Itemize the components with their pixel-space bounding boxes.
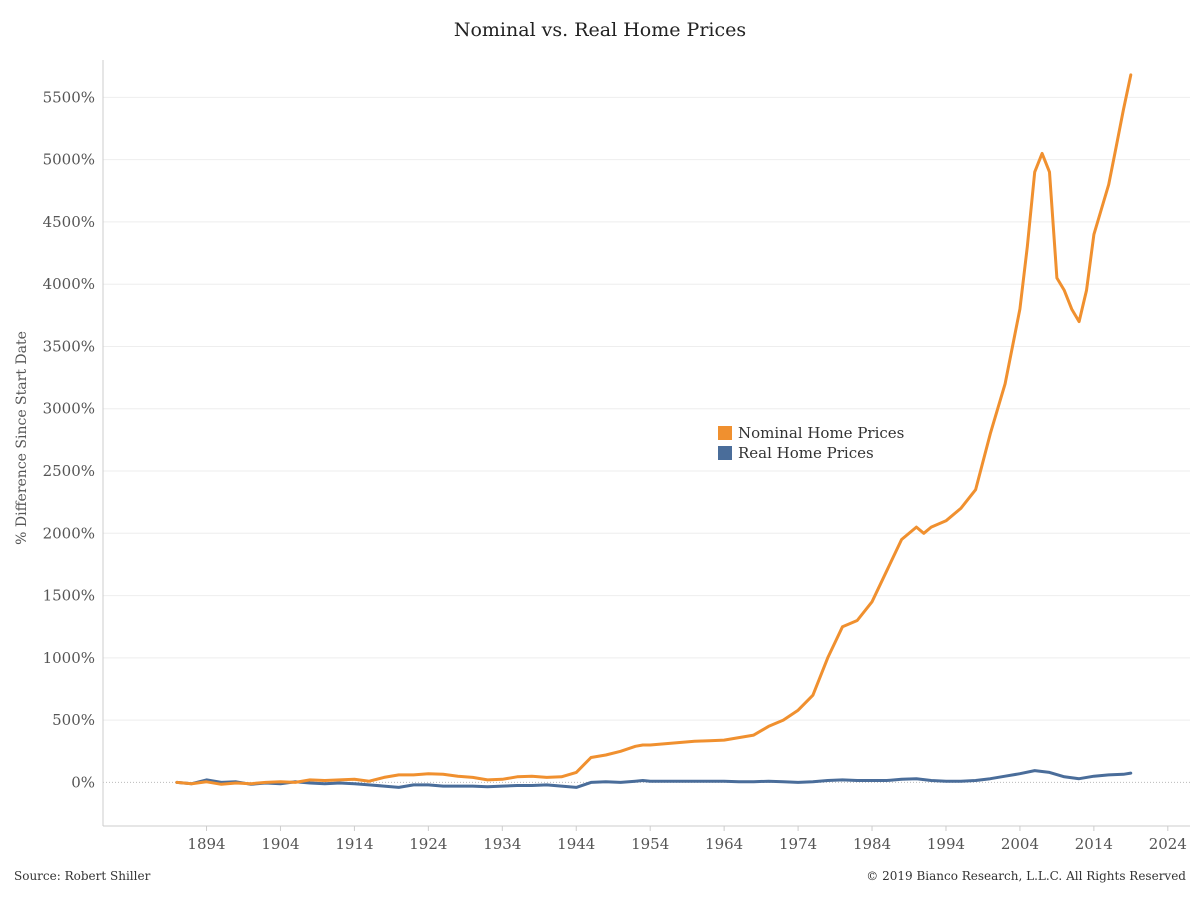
legend[interactable]: Nominal Home Prices Real Home Prices bbox=[718, 424, 904, 462]
series-lines bbox=[175, 73, 1133, 789]
y-tick-label: 3000% bbox=[43, 400, 95, 418]
x-tick-labels: 1894 1904 1914 1924 1934 1944 1954 1964 1974 1984… bbox=[187, 826, 1187, 853]
nominal-home-prices-line bbox=[175, 73, 1133, 786]
y-tick-label: 1500% bbox=[43, 587, 95, 605]
x-tick-label: 2004 bbox=[1001, 835, 1039, 853]
x-tick-label: 1984 bbox=[853, 835, 891, 853]
source-note: Source: Robert Shiller bbox=[14, 869, 151, 883]
legend-item-nominal-home-prices[interactable]: Nominal Home Prices bbox=[718, 424, 904, 442]
legend-label: Real Home Prices bbox=[738, 444, 874, 462]
x-tick-label: 1924 bbox=[409, 835, 447, 853]
x-tick-label: 1934 bbox=[483, 835, 521, 853]
copyright-note: © 2019 Bianco Research, L.L.C. All Right… bbox=[866, 869, 1186, 883]
y-tick-label: 2500% bbox=[43, 462, 95, 480]
chart-title: Nominal vs. Real Home Prices bbox=[454, 19, 746, 41]
x-tick-label: 1964 bbox=[705, 835, 743, 853]
y-axis-label: % Difference Since Start Date bbox=[14, 331, 30, 545]
y-tick-label: 1000% bbox=[43, 649, 95, 667]
gridlines bbox=[103, 96, 1190, 783]
y-tick-label: 3500% bbox=[43, 337, 95, 355]
y-tick-labels: 0% 500% 1000% 1500% 2000% 2500% 3000% 3500% 4000… bbox=[43, 88, 95, 791]
legend-swatch bbox=[718, 446, 732, 460]
legend-label: Nominal Home Prices bbox=[738, 424, 904, 442]
axes bbox=[102, 60, 1190, 827]
legend-item-real-home-prices[interactable]: Real Home Prices bbox=[718, 444, 874, 462]
x-tick-label: 2014 bbox=[1075, 835, 1113, 853]
y-tick-label: 5000% bbox=[43, 151, 95, 169]
y-tick-label: 4000% bbox=[43, 275, 95, 293]
legend-swatch bbox=[718, 426, 732, 440]
x-tick-label: 1974 bbox=[779, 835, 817, 853]
y-tick-label: 4500% bbox=[43, 213, 95, 231]
y-tick-label: 5500% bbox=[43, 88, 95, 106]
y-tick-label: 0% bbox=[71, 773, 95, 791]
x-tick-label: 1954 bbox=[631, 835, 669, 853]
x-tick-label: 1894 bbox=[187, 835, 225, 853]
y-tick-label: 2000% bbox=[43, 524, 95, 542]
real-home-prices-line bbox=[175, 769, 1133, 789]
x-tick-label: 1904 bbox=[261, 835, 299, 853]
y-tick-label: 500% bbox=[52, 711, 95, 729]
x-tick-label: 1944 bbox=[557, 835, 595, 853]
x-tick-label: 1914 bbox=[335, 835, 373, 853]
x-tick-label: 1994 bbox=[927, 835, 965, 853]
x-tick-label: 2024 bbox=[1149, 835, 1187, 853]
